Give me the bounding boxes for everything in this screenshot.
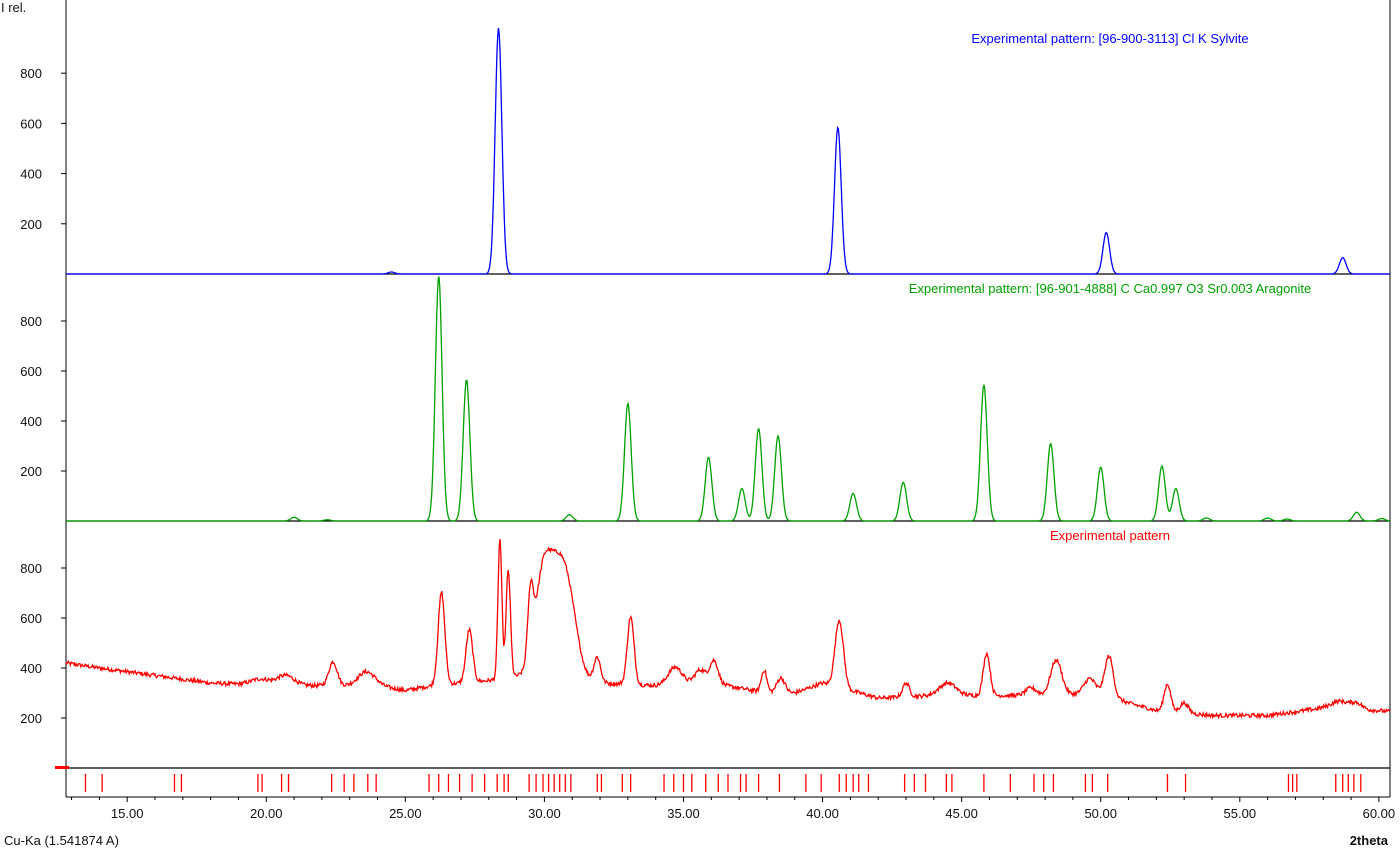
y-tick-label: 800 xyxy=(20,66,42,81)
y-tick-label: 800 xyxy=(20,314,42,329)
x-tick-label: 60.00 xyxy=(1363,806,1396,821)
x-tick-label: 45.00 xyxy=(945,806,978,821)
x-tick-label: 30.00 xyxy=(528,806,561,821)
x-tick-label: 25.00 xyxy=(389,806,422,821)
x-tick-label: 15.00 xyxy=(111,806,144,821)
x-tick-label: 55.00 xyxy=(1224,806,1257,821)
panel-title: Experimental pattern: [96-900-3113] Cl K… xyxy=(971,31,1248,46)
y-tick-label: 600 xyxy=(20,116,42,131)
y-tick-label: 600 xyxy=(20,611,42,626)
series-line-aragonite xyxy=(66,276,1391,522)
reference-indicator xyxy=(55,766,69,769)
radiation-label: Cu-Ka (1.541874 A) xyxy=(4,833,119,848)
x-tick-label: 35.00 xyxy=(667,806,700,821)
series-line-experimental xyxy=(65,539,1391,720)
y-tick-label: 400 xyxy=(20,661,42,676)
y-tick-label: 400 xyxy=(20,414,42,429)
x-tick-label: 20.00 xyxy=(250,806,283,821)
y-tick-label: 400 xyxy=(20,167,42,182)
y-tick-label: 200 xyxy=(20,217,42,232)
series-line-sylvite xyxy=(66,27,1390,275)
y-tick-label: 200 xyxy=(20,464,42,479)
x-tick-label: 40.00 xyxy=(806,806,839,821)
y-tick-label: 200 xyxy=(20,711,42,726)
x-axis-title: 2theta xyxy=(1350,833,1389,848)
panel-title: Experimental pattern: [96-901-4888] C Ca… xyxy=(909,281,1312,296)
y-axis-title: I rel. xyxy=(1,0,26,15)
x-tick-label: 50.00 xyxy=(1084,806,1117,821)
y-tick-label: 800 xyxy=(20,561,42,576)
y-tick-label: 600 xyxy=(20,364,42,379)
panel-title: Experimental pattern xyxy=(1050,528,1170,543)
